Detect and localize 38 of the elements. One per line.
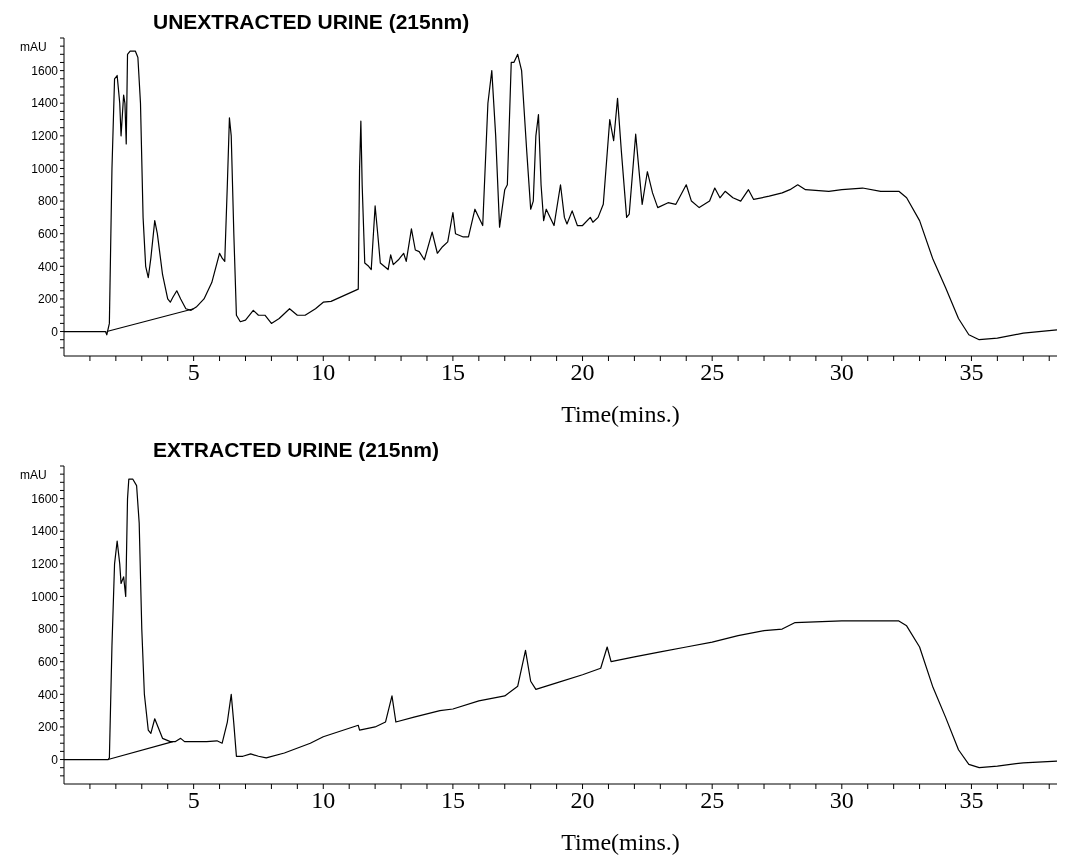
x-tick-label: 35 — [959, 787, 984, 814]
y-tick-label: 800 — [37, 194, 59, 209]
x-tick-label: 20 — [570, 787, 595, 814]
y-tick-label: 1600 — [31, 63, 59, 78]
x-tick-label: 10 — [311, 787, 336, 814]
x-tick-label: 15 — [440, 787, 465, 814]
y-tick-label: 1400 — [31, 524, 59, 539]
y-tick-label: 400 — [37, 259, 59, 274]
x-tick-label: 35 — [959, 359, 984, 386]
y-tick-label: 1200 — [31, 129, 59, 144]
y-tick-label: 600 — [37, 226, 59, 241]
x-tick-label: 25 — [700, 359, 725, 386]
y-tick-label: 800 — [37, 622, 59, 637]
y-tick-label: 1000 — [31, 589, 59, 604]
chart-title: EXTRACTED URINE (215nm) — [153, 438, 439, 462]
x-axis-title: Time(mins.) — [561, 401, 680, 427]
y-axis-title: mAU — [20, 39, 47, 54]
x-tick-label: 30 — [829, 359, 854, 386]
y-tick-label: 1200 — [31, 557, 59, 572]
x-tick-label: 5 — [187, 359, 200, 386]
x-axis-title: Time(mins.) — [561, 829, 680, 855]
x-tick-label: 10 — [311, 359, 336, 386]
y-tick-label: 600 — [37, 654, 59, 669]
x-tick-label: 30 — [829, 787, 854, 814]
x-tick-label: 25 — [700, 787, 725, 814]
x-tick-label: 15 — [440, 359, 465, 386]
y-tick-label: 1000 — [31, 161, 59, 176]
chart-title: UNEXTRACTED URINE (215nm) — [153, 10, 470, 34]
x-tick-label: 20 — [570, 359, 595, 386]
y-axis-title: mAU — [20, 467, 47, 482]
y-tick-label: 1600 — [31, 491, 59, 506]
x-tick-label: 5 — [187, 787, 200, 814]
y-tick-label: 1400 — [31, 96, 59, 111]
y-tick-label: 400 — [37, 687, 59, 702]
y-tick-label: 0 — [51, 752, 59, 767]
y-tick-label: 0 — [51, 324, 59, 339]
y-tick-label: 200 — [37, 720, 59, 735]
y-tick-label: 200 — [37, 292, 59, 307]
